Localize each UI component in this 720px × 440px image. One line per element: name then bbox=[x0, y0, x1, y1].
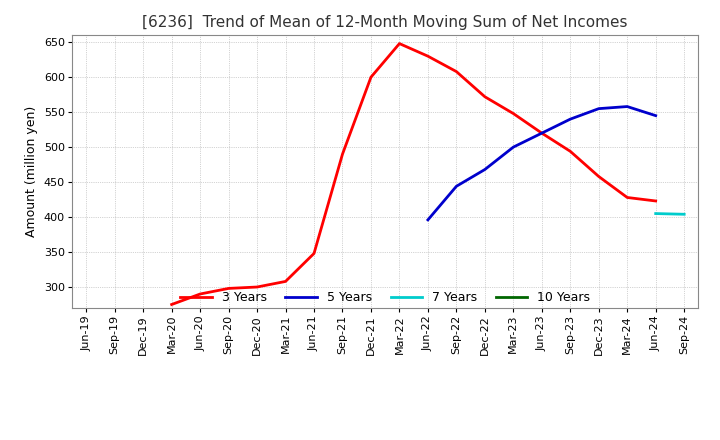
5 Years bbox=[595, 106, 603, 111]
3 Years bbox=[282, 279, 290, 284]
5 Years bbox=[452, 183, 461, 189]
3 Years bbox=[423, 54, 432, 59]
Line: 5 Years: 5 Years bbox=[428, 106, 656, 220]
3 Years bbox=[395, 41, 404, 46]
3 Years bbox=[167, 302, 176, 307]
Y-axis label: Amount (million yen): Amount (million yen) bbox=[25, 106, 38, 237]
3 Years bbox=[623, 195, 631, 200]
Title: [6236]  Trend of Mean of 12-Month Moving Sum of Net Incomes: [6236] Trend of Mean of 12-Month Moving … bbox=[143, 15, 628, 30]
3 Years bbox=[595, 174, 603, 179]
5 Years bbox=[537, 131, 546, 136]
5 Years bbox=[509, 144, 518, 150]
Legend: 3 Years, 5 Years, 7 Years, 10 Years: 3 Years, 5 Years, 7 Years, 10 Years bbox=[181, 291, 590, 304]
3 Years bbox=[652, 198, 660, 204]
Line: 7 Years: 7 Years bbox=[656, 213, 684, 214]
3 Years bbox=[310, 251, 318, 256]
3 Years bbox=[338, 151, 347, 157]
3 Years bbox=[566, 149, 575, 154]
7 Years bbox=[680, 212, 688, 217]
3 Years bbox=[452, 69, 461, 74]
3 Years bbox=[509, 111, 518, 116]
5 Years bbox=[566, 117, 575, 122]
3 Years bbox=[480, 94, 489, 99]
5 Years bbox=[623, 104, 631, 109]
Line: 3 Years: 3 Years bbox=[171, 44, 656, 304]
3 Years bbox=[225, 286, 233, 291]
5 Years bbox=[480, 167, 489, 172]
3 Years bbox=[253, 284, 261, 290]
3 Years bbox=[537, 131, 546, 136]
5 Years bbox=[652, 113, 660, 118]
7 Years bbox=[652, 211, 660, 216]
3 Years bbox=[196, 291, 204, 297]
5 Years bbox=[423, 217, 432, 223]
3 Years bbox=[366, 74, 375, 80]
